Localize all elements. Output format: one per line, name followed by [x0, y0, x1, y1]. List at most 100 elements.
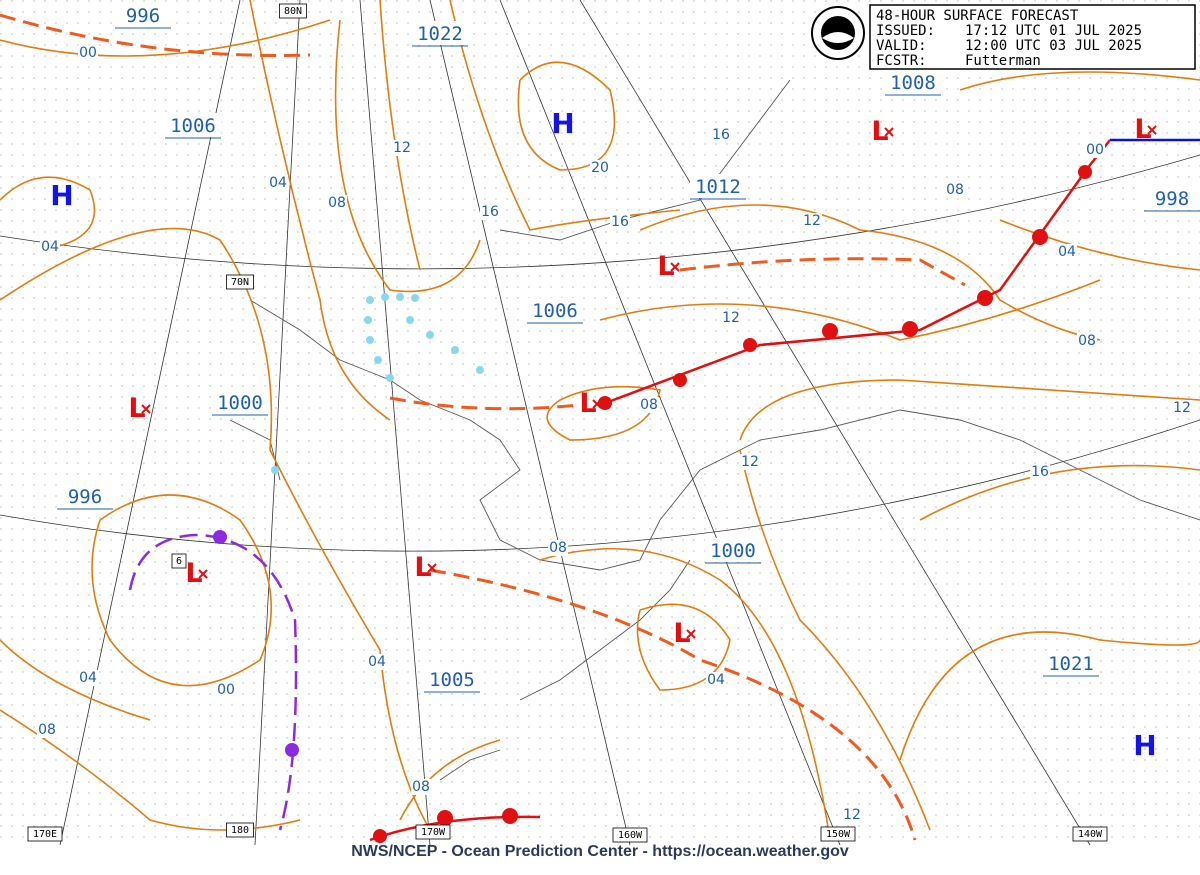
isobar-label: 16 [712, 127, 730, 143]
isobar-label-bg [268, 175, 288, 191]
pressure-label-bg [1144, 186, 1200, 210]
isobar-label: 16 [611, 214, 629, 230]
low-x [592, 399, 602, 409]
isobar-label: 08 [328, 195, 346, 211]
header-box [869, 4, 1196, 70]
graticule-label-box [612, 827, 648, 843]
graticule-label-box [415, 824, 451, 840]
isobar-label: 16 [481, 204, 499, 220]
coastlines [229, 79, 1200, 781]
isobar-label-bg [706, 672, 726, 688]
isobar-label: 04 [1058, 244, 1076, 260]
isobar-label-bg [392, 140, 412, 156]
graticule-label-box [171, 553, 187, 569]
pressure-label: 1000 [217, 392, 263, 414]
isobar-label: 12 [1173, 400, 1191, 416]
graticule-label-box [226, 274, 254, 290]
isobar-label-bg [639, 397, 659, 413]
header-label: ISSUED: [876, 23, 935, 39]
isobar-label-bg [216, 682, 236, 698]
isobar-label: 08 [1078, 333, 1096, 349]
pressure-label: 1008 [890, 72, 936, 94]
graticule-label: 180 [231, 825, 249, 836]
graticule-label: 170W [421, 827, 446, 838]
isobar-label: 08 [946, 182, 964, 198]
graticule-label: 80N [284, 6, 302, 17]
pressure-label: 998 [1155, 188, 1189, 210]
pressure-label: 1006 [170, 115, 216, 137]
isobar-label: 08 [640, 397, 658, 413]
pressure-label: 996 [126, 5, 160, 27]
low-center: L [128, 393, 145, 424]
pressure-label-bg [115, 3, 171, 27]
isobar-label-bg [610, 214, 630, 230]
low-center: L [673, 618, 690, 649]
graticule-label-box [820, 826, 856, 842]
graticule-label-box [279, 3, 307, 19]
low-x [884, 127, 894, 137]
low-center: L [1134, 114, 1151, 145]
isobar-label: 12 [722, 310, 740, 326]
header-value: 12:00 UTC 03 JUL 2025 [965, 38, 1142, 54]
pressure-label: 1012 [695, 176, 741, 198]
isobar-label: 04 [269, 175, 287, 191]
pressure-label-bg [1043, 651, 1099, 675]
low-x [427, 563, 437, 573]
isobar-label-bg [367, 654, 387, 670]
low-x [198, 569, 208, 579]
graticule [0, 0, 1200, 846]
isobar-label-bg [1057, 244, 1077, 260]
isobar-label-bg [480, 204, 500, 220]
isobar-label: 04 [79, 670, 97, 686]
isobar-label-bg [945, 182, 965, 198]
pressure-label: 1000 [710, 540, 756, 562]
graticule-label: 70N [231, 277, 249, 288]
low-center: L [657, 251, 674, 282]
isobar-label-bg [78, 670, 98, 686]
graticule-label: 140W [1078, 829, 1103, 840]
graticule-label: 6 [176, 556, 182, 567]
graticule-label-box [27, 826, 63, 842]
footer: NWS/NCEP - Ocean Prediction Center - htt… [351, 843, 849, 860]
fronts [0, 13, 1200, 843]
low-x [1147, 125, 1157, 135]
isobar-label: 20 [591, 160, 609, 176]
isobar-label-bg [548, 540, 568, 556]
isobar-label: 04 [41, 239, 59, 255]
isobar-label-bg [411, 779, 431, 795]
isobar-label-bg [1030, 464, 1050, 480]
pressure-label-bg [424, 667, 480, 691]
pressure-label-bg [57, 484, 113, 508]
isobar-label-bg [327, 195, 347, 211]
isobar-label-bg [1077, 333, 1097, 349]
isobar-label-bg [1172, 400, 1192, 416]
isobar-label-bg [842, 807, 862, 823]
graticule-label: 160W [618, 830, 643, 841]
isobar-label: 04 [707, 672, 725, 688]
graticule-label-box [1072, 826, 1108, 842]
isobar-label-bg [40, 239, 60, 255]
isobar-label-bg [740, 454, 760, 470]
pressure-label: 1021 [1048, 653, 1094, 675]
high-center: H [50, 179, 73, 212]
graticule-label-box [226, 822, 254, 838]
isobars [0, 0, 1200, 841]
header-label: FCSTR: [876, 53, 927, 69]
header-value: Futterman [965, 53, 1041, 69]
pressure-label-bg [527, 298, 583, 322]
isobar-label: 08 [412, 779, 430, 795]
grid-dots [0, 0, 1200, 845]
isobar-label-bg [590, 160, 610, 176]
low-center: L [414, 552, 431, 583]
isobar-label: 12 [741, 454, 759, 470]
pressure-label: 1006 [532, 300, 578, 322]
isobar-label: 12 [843, 807, 861, 823]
header-label: VALID: [876, 38, 927, 54]
isobar-label: 08 [38, 722, 56, 738]
pressure-label: 996 [68, 486, 102, 508]
isobar-label: 12 [393, 140, 411, 156]
pressure-label-bg [165, 113, 221, 137]
isobar-label: 00 [217, 682, 235, 698]
isobar-label-bg [721, 310, 741, 326]
